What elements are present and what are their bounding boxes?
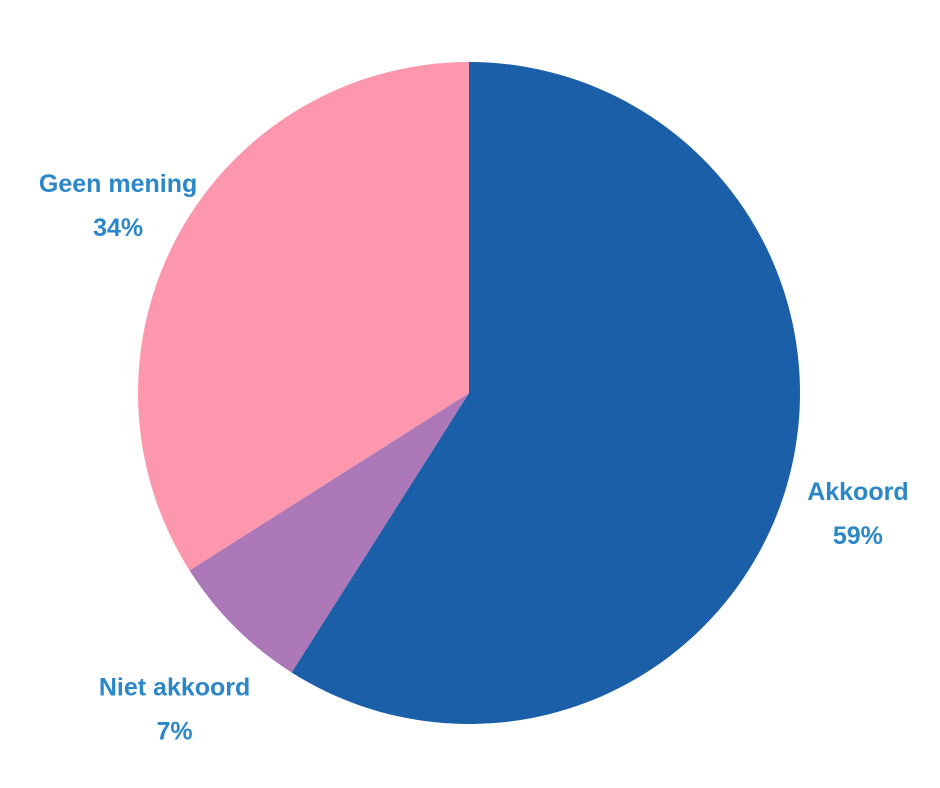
slice-label-akkoord: Akkoord [807, 478, 908, 506]
slice-percent-akkoord: 59% [833, 522, 883, 550]
pie-slices [138, 62, 801, 724]
pie-slice-geen-mening [138, 62, 469, 571]
slice-label-geen-mening: Geen mening [39, 170, 197, 198]
slice-percent-geen-mening: 34% [93, 214, 143, 242]
slice-label-niet-akkoord: Niet akkoord [99, 673, 250, 701]
pie-slice-niet-akkoord [189, 393, 469, 673]
slice-percent-niet-akkoord: 7% [157, 717, 193, 745]
pie-slice-akkoord [291, 62, 801, 724]
pie-labels: Akkoord 59% Niet akkoord 7% Geen mening 34% [39, 170, 909, 746]
